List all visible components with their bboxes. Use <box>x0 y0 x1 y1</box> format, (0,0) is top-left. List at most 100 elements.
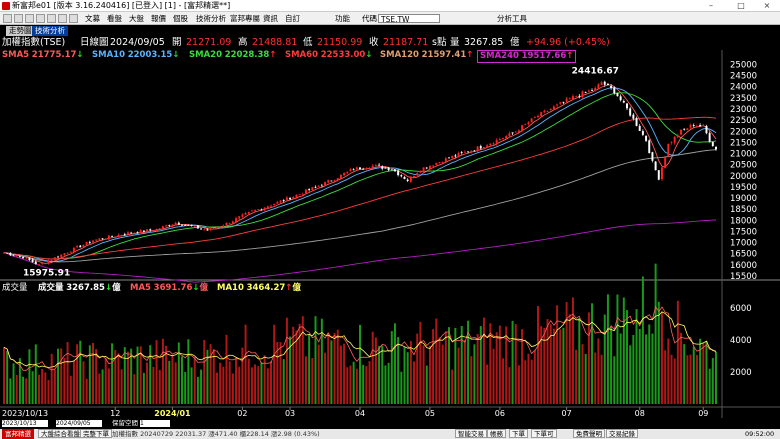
min-price-label: 15975.91 <box>23 268 70 278</box>
volume-bar <box>126 351 129 404</box>
price-tick-label: 20500 <box>730 161 757 171</box>
candle-body <box>3 252 5 254</box>
volume-bar <box>470 356 473 404</box>
volume-bar <box>190 367 193 404</box>
volume-bars <box>3 263 717 404</box>
status-item[interactable]: 下單 <box>509 429 528 438</box>
status-item[interactable]: 交易紀錄 <box>606 429 638 438</box>
volume-bar <box>63 357 66 404</box>
time-tick-label: 04 <box>355 409 365 418</box>
candle-body <box>715 146 717 150</box>
candle-body <box>470 150 473 153</box>
price-tick-label: 20000 <box>730 172 757 182</box>
candle-body <box>222 225 225 228</box>
minimize-button[interactable]: – <box>709 1 713 10</box>
menu-item[interactable]: 富邦專屬 <box>230 14 260 23</box>
volume-bar <box>498 325 501 404</box>
tab-intraday[interactable]: 走勢圖 <box>6 26 35 36</box>
candle-body <box>107 235 110 240</box>
layout-icon[interactable] <box>47 14 56 23</box>
status-item[interactable]: 帳務 <box>487 429 506 438</box>
symbol-input[interactable]: TSE.TW <box>378 14 440 24</box>
brand-tab[interactable]: 富邦精選 <box>2 429 34 439</box>
menu-item[interactable]: 報價 <box>151 14 166 23</box>
volume-bar <box>222 366 225 404</box>
volume-bar <box>146 362 149 404</box>
candle-body <box>171 224 174 226</box>
candle-body <box>695 125 698 127</box>
menu-item[interactable]: 大盤 <box>129 14 144 23</box>
change-value: +94.96 (+0.45%) <box>526 37 610 48</box>
menu-item[interactable]: 個股 <box>173 14 188 23</box>
menu-item[interactable]: 技術分析 <box>196 14 226 23</box>
back-icon[interactable] <box>3 14 12 23</box>
volume-legend-item: MA10 3464.27↑億 <box>217 283 301 293</box>
volume-bar <box>495 332 498 404</box>
candle-body <box>702 125 705 127</box>
forward-icon[interactable] <box>14 14 23 23</box>
volume-bar <box>578 318 581 404</box>
volume-bar <box>530 359 533 404</box>
candle-body <box>69 251 72 253</box>
candle-body <box>641 131 644 135</box>
candle-body <box>505 136 508 139</box>
volume-bar <box>511 320 514 404</box>
market-tab[interactable]: 大盤綜合看盤 <box>38 429 83 438</box>
candle-body <box>575 95 578 97</box>
volume-bar <box>155 340 158 404</box>
candle-body <box>660 167 663 180</box>
main-toolbar: 文募 看盤 大盤 報價 個股 技術分析 富邦專屬 資訊 自訂 功能 代碼 TSE… <box>0 12 780 25</box>
candle-body <box>117 234 120 237</box>
period-from-input[interactable]: 2023/10/13 <box>2 420 48 427</box>
zoom-input[interactable]: 1 <box>140 420 170 427</box>
volume-tick-label: 2000 <box>730 368 752 378</box>
home-icon[interactable] <box>25 14 34 23</box>
volume-bar <box>715 351 717 404</box>
ma-line-sma5 <box>3 84 717 264</box>
candle-body <box>460 152 463 154</box>
menu-item[interactable]: 自訂 <box>285 14 300 23</box>
window-icon[interactable] <box>69 14 78 23</box>
volume-bar <box>606 294 609 404</box>
volume-bar <box>25 378 28 404</box>
candle-body <box>12 254 15 256</box>
candle-body <box>9 252 12 256</box>
settings-icon[interactable] <box>58 14 67 23</box>
close-button[interactable]: × <box>763 1 771 10</box>
menu-item[interactable]: 功能 <box>335 14 350 23</box>
status-item[interactable]: 免費聲明 <box>573 429 605 438</box>
volume-bar <box>79 340 82 404</box>
candle-body <box>568 98 571 100</box>
candle-body <box>279 200 282 203</box>
menu-item[interactable]: 看盤 <box>107 14 122 23</box>
price-tick-label: 24000 <box>730 83 757 93</box>
candle-body <box>406 179 409 181</box>
volume-bar <box>193 356 196 404</box>
status-item[interactable]: 下單可 <box>531 429 557 438</box>
order-tab[interactable]: 完整下單 <box>80 429 112 438</box>
volume-bar <box>654 263 657 404</box>
volume-bar <box>339 345 342 404</box>
analysis-tools-menu[interactable]: 分析工具 <box>497 14 527 23</box>
candle-body <box>613 87 616 94</box>
quote-date: 2024/09/05 <box>110 37 165 48</box>
candle-body <box>467 151 470 153</box>
candle-body <box>304 189 307 194</box>
print-icon[interactable] <box>36 14 45 23</box>
candle-body <box>215 227 218 229</box>
candle-body <box>438 162 441 163</box>
candle-body <box>184 225 187 226</box>
app-icon <box>2 2 10 10</box>
menu-item[interactable]: 資訊 <box>263 14 278 23</box>
menu-item[interactable]: 文募 <box>85 14 100 23</box>
candle-body <box>235 218 238 223</box>
candle-body <box>374 165 377 166</box>
period-to-input[interactable]: 2024/09/05 <box>56 420 102 427</box>
volume-bar <box>514 324 517 404</box>
volume-bar <box>552 328 555 404</box>
candle-body <box>533 117 536 118</box>
tab-technical[interactable]: 技術分析 <box>32 26 68 36</box>
maximize-button[interactable]: □ <box>737 1 745 10</box>
status-item[interactable]: 智能交易 <box>455 429 487 438</box>
